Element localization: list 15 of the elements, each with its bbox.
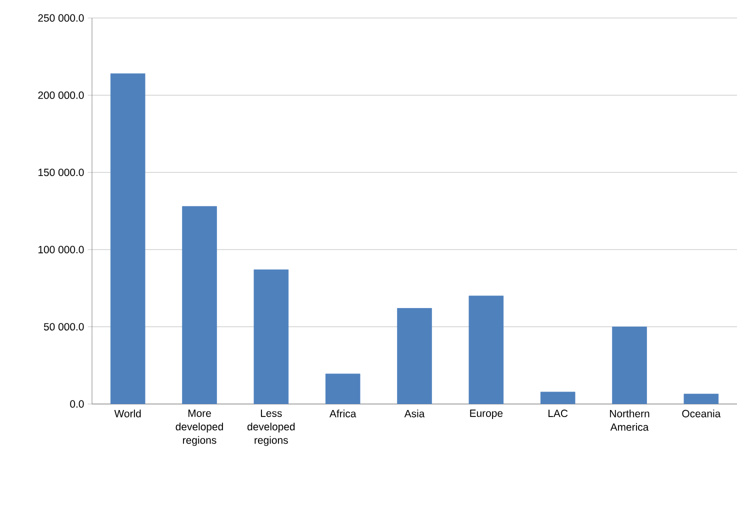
x-tick-label: Europe [470, 410, 503, 420]
x-tick-label: World [114, 410, 141, 418]
y-tick-label: 150 000.0 [38, 168, 84, 176]
y-tick-label: 50 000.0 [44, 323, 84, 331]
x-tick-label: Less developed regions [247, 410, 295, 446]
x-tick-label: Africa [329, 410, 356, 418]
y-tick-label: 250 000.0 [38, 14, 84, 22]
x-tick-label: Oceania [682, 410, 721, 418]
x-tick-label: LAC [548, 410, 568, 418]
y-tick-label: 0.0 [70, 400, 84, 408]
x-tick-label: Northern America [610, 410, 650, 431]
x-tick-label: More developed regions [176, 410, 223, 446]
x-tick-label: Asia [404, 410, 425, 418]
y-tick-label: 200 000.0 [38, 92, 84, 99]
y-tick-label: 100 000.0 [38, 246, 84, 254]
